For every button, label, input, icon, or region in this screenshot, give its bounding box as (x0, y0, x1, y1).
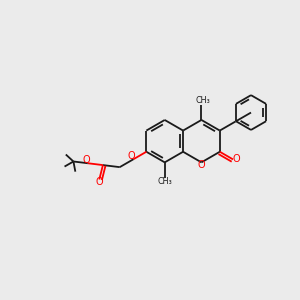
Text: CH₃: CH₃ (195, 96, 210, 105)
Text: O: O (95, 177, 103, 188)
Text: O: O (233, 154, 240, 164)
Text: O: O (198, 160, 205, 170)
Text: O: O (128, 151, 135, 161)
Text: O: O (83, 155, 90, 165)
Text: CH₃: CH₃ (157, 177, 172, 186)
